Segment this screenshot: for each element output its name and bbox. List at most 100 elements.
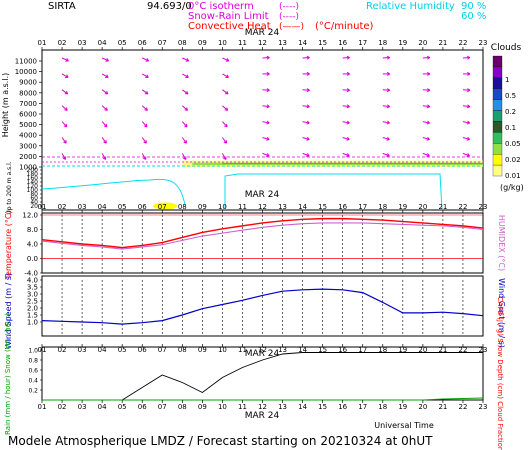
panel4-date: MAR 24 [245, 349, 280, 359]
wind-arrow-head [226, 74, 229, 78]
panel2-date: MAR 24 [245, 190, 280, 200]
wind-arrow [462, 152, 470, 157]
height-tick-label: 4000 [19, 132, 37, 140]
wind-arrow [141, 153, 147, 160]
hour-label: 20 [418, 203, 427, 211]
hour-label: 12 [258, 403, 267, 411]
wind-tick-label: 4.0 [27, 277, 38, 285]
wind-speed-axis-label: Wind Speed (m / s) [4, 273, 13, 349]
height-tick-label: 2000 [19, 153, 37, 161]
hour-label: 04 [98, 39, 107, 47]
wind-arrow-head [346, 71, 350, 75]
hour-label: 10 [218, 403, 227, 411]
hour-label: 09 [198, 346, 207, 354]
hour-label: 01 [38, 39, 47, 47]
wind-gust-axis-label: Wind Gust (m / s) [497, 278, 506, 348]
colorbar-title: Clouds [491, 43, 522, 53]
wind-arrow [61, 89, 69, 95]
colorbar-label: 0.5 [505, 92, 516, 100]
panel2-top-hour-ticks: 01 02 03 04 05 06 07 08 09 10 11 12 13 14 15 16 17 18 19 20… [38, 203, 487, 213]
wind-arrow [422, 152, 430, 157]
height-tick-label: 11000 [15, 58, 37, 66]
lower-height-tick-label: 140 [27, 179, 39, 186]
precip-tick-label: 0.2 [28, 388, 38, 395]
wind-arrow-head [387, 136, 390, 140]
wind-arrow-head [105, 123, 108, 127]
wind-speed-axis: 1.01.52.02.53.03.54.0 [27, 277, 464, 336]
hour-label: 09 [198, 403, 207, 411]
wind-arrow [342, 152, 350, 157]
hour-label: 20 [418, 403, 427, 411]
colorbar-swatch [492, 88, 503, 100]
wind-arrow [141, 121, 148, 128]
hour-label: 08 [178, 403, 187, 411]
height-lower-axis-label: Up to 200 m a.s.l. [6, 161, 13, 214]
wind-arrow [462, 137, 470, 140]
wind-arrow-head [66, 74, 69, 78]
rh-contour-left [41, 178, 186, 206]
hour-label: 12 [258, 39, 267, 47]
hour-label: 11 [238, 39, 247, 47]
hour-label: 16 [338, 203, 347, 211]
wind-arrow-head [467, 88, 471, 91]
colorbar-swatch [492, 143, 503, 155]
wind-tick-label: 2.0 [27, 305, 38, 313]
rh-90: 90 % [461, 1, 486, 12]
colorbar-swatch [492, 110, 503, 122]
wind-arrow-head [145, 123, 148, 127]
wind-tick-label: 3.0 [27, 291, 38, 299]
wind-arrow-head [306, 55, 310, 58]
wind-arrow-head [306, 136, 310, 140]
lower-height-tick-label: 40 [30, 199, 38, 206]
hour-label: 03 [78, 203, 87, 211]
precip-axis-label: Rain (mm / hour) Snow (cm / hour) [4, 313, 12, 435]
colorbar-swatch [492, 99, 503, 111]
panel3-frame [41, 275, 484, 337]
wind-arrow-head [346, 120, 350, 124]
hour-label: 04 [98, 403, 107, 411]
wind-arrow-head [66, 90, 69, 95]
wind-arrow-head [427, 104, 431, 108]
convective-blob [153, 202, 177, 210]
footer-title: Modele Atmospherique LMDZ / Forecast sta… [8, 434, 433, 448]
wind-arrow-head [467, 55, 471, 58]
precip-tick-label: 0.6 [28, 368, 38, 375]
convective-unit: (°C/minute) [315, 21, 374, 32]
height-tick-label: 9000 [19, 79, 37, 87]
hour-label: 05 [118, 403, 127, 411]
wind-arrow-head [266, 120, 270, 124]
wind-tick-label: 1.5 [27, 312, 38, 320]
station-coord: 94.693/0 [147, 1, 192, 12]
precip-tick-label: 1.0 [28, 348, 38, 355]
hour-label: 12 [258, 203, 267, 211]
height-tick-label: 6000 [19, 111, 37, 119]
wind-arrow [262, 105, 270, 108]
convective-label: Convective Heat [188, 21, 271, 32]
hour-label: 03 [78, 403, 87, 411]
hour-label: 02 [58, 203, 67, 211]
hour-label: 11 [238, 203, 247, 211]
lower-height-tick-label: 200 [27, 167, 39, 174]
wind-arrow-head [106, 58, 109, 62]
hour-label: 19 [398, 403, 407, 411]
height-tick-label: 7000 [19, 100, 37, 108]
hour-label: 14 [298, 39, 307, 47]
panel4-bottom-date: MAR 24 [245, 411, 280, 421]
wind-arrow-head [266, 71, 270, 75]
temperature-tick-label: 4.0 [27, 241, 38, 249]
hour-label: 10 [218, 203, 227, 211]
hour-label: 06 [138, 403, 147, 411]
cloud-colorbar: 1 0.5 0.2 0.1 0.05 0.02 0.01 [492, 55, 521, 180]
colorbar-label: 0.02 [505, 156, 521, 164]
wind-arrow-head [65, 123, 68, 127]
wind-arrow-head [106, 90, 109, 95]
wind-arrow-head [226, 107, 229, 111]
wind-arrow [141, 73, 149, 78]
hour-label: 10 [218, 39, 227, 47]
wind-arrow-head [146, 107, 148, 111]
hour-label: 13 [278, 403, 287, 411]
wind-arrow [61, 57, 69, 62]
hour-label: 07 [158, 203, 167, 211]
wind-tick-label: 3.5 [27, 284, 38, 292]
hour-label: 14 [298, 403, 307, 411]
